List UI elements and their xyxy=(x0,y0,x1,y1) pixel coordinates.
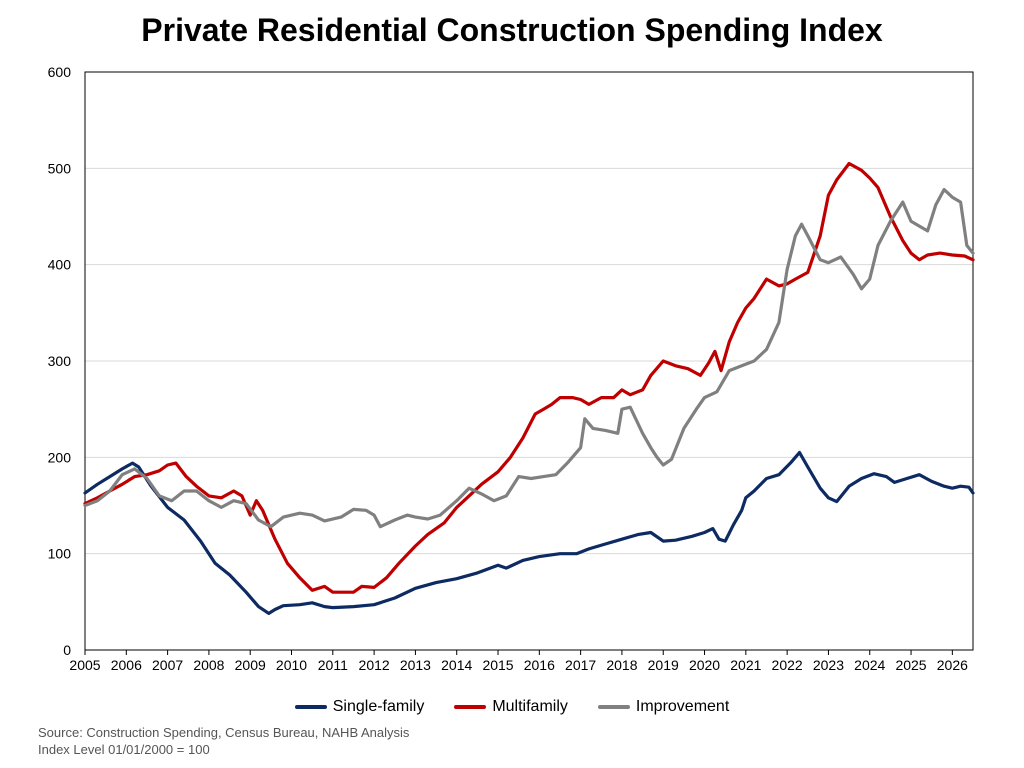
y-tick-labels: 0 100 200 300 400 500 600 xyxy=(48,64,72,658)
y-tick-label: 200 xyxy=(48,449,72,465)
legend-swatch xyxy=(454,705,487,709)
x-tick-label: 2012 xyxy=(359,657,390,673)
series-line-single-family xyxy=(83,450,975,615)
series-lines xyxy=(83,161,975,615)
x-tick-label: 2019 xyxy=(648,657,679,673)
x-tick-label: 2024 xyxy=(854,657,885,673)
x-tick-label: 2006 xyxy=(111,657,142,673)
legend-swatch xyxy=(597,705,630,709)
series-line-multifamily xyxy=(83,161,975,594)
axes xyxy=(84,71,974,655)
plot-frame xyxy=(84,71,974,651)
y-tick-label: 600 xyxy=(48,64,72,80)
x-tick-label: 2008 xyxy=(193,657,224,673)
index-note: Index Level 01/01/2000 = 100 xyxy=(38,742,210,757)
x-tick-label: 2018 xyxy=(606,657,637,673)
legend-label: Single-family xyxy=(332,698,425,715)
x-tick-label: 2016 xyxy=(524,657,555,673)
legend-item-single-family: Single-family xyxy=(294,698,425,716)
y-tick-label: 400 xyxy=(48,257,72,273)
x-tick-labels: 2005 2006 2007 2008 2009 2010 2011 2012 2013 2014… xyxy=(69,657,968,673)
x-tick-label: 2009 xyxy=(235,657,266,673)
x-tick-label: 2015 xyxy=(482,657,513,673)
x-tick-label: 2026 xyxy=(937,657,968,673)
x-tick-label: 2023 xyxy=(813,657,844,673)
x-tick-label: 2005 xyxy=(69,657,100,673)
chart-title: Private Residential Construction Spendin… xyxy=(141,12,883,48)
x-tick-label: 2007 xyxy=(152,657,183,673)
series-line-improvement xyxy=(83,187,975,529)
source-text: Source: Construction Spending, Census Bu… xyxy=(38,725,410,740)
legend-label: Multifamily xyxy=(492,698,568,715)
x-tick-label: 2020 xyxy=(689,657,720,673)
line-chart: 0 100 200 300 400 500 600 2005 2006 2007 2008 2009… xyxy=(48,64,975,673)
y-tick-label: 100 xyxy=(48,546,72,562)
x-tick-label: 2014 xyxy=(441,657,472,673)
legend-label: Improvement xyxy=(635,698,730,715)
legend-item-multifamily: Multifamily xyxy=(454,698,568,716)
y-tick-label: 0 xyxy=(63,642,71,658)
x-tick-label: 2025 xyxy=(895,657,926,673)
source-note: Source: Construction Spending, Census Bu… xyxy=(38,724,409,758)
legend-item-improvement: Improvement xyxy=(597,698,730,716)
x-tick-label: 2011 xyxy=(318,657,348,673)
gridlines xyxy=(85,71,973,555)
y-tick-label: 500 xyxy=(48,160,72,176)
legend: Single-family Multifamily Improvement xyxy=(0,698,1024,716)
y-tick-label: 300 xyxy=(48,353,72,369)
x-tick-label: 2013 xyxy=(400,657,431,673)
legend-swatch xyxy=(294,705,327,709)
x-tick-label: 2010 xyxy=(276,657,307,673)
x-tick-label: 2017 xyxy=(565,657,596,673)
x-tick-label: 2021 xyxy=(730,657,761,673)
x-tick-label: 2022 xyxy=(772,657,803,673)
